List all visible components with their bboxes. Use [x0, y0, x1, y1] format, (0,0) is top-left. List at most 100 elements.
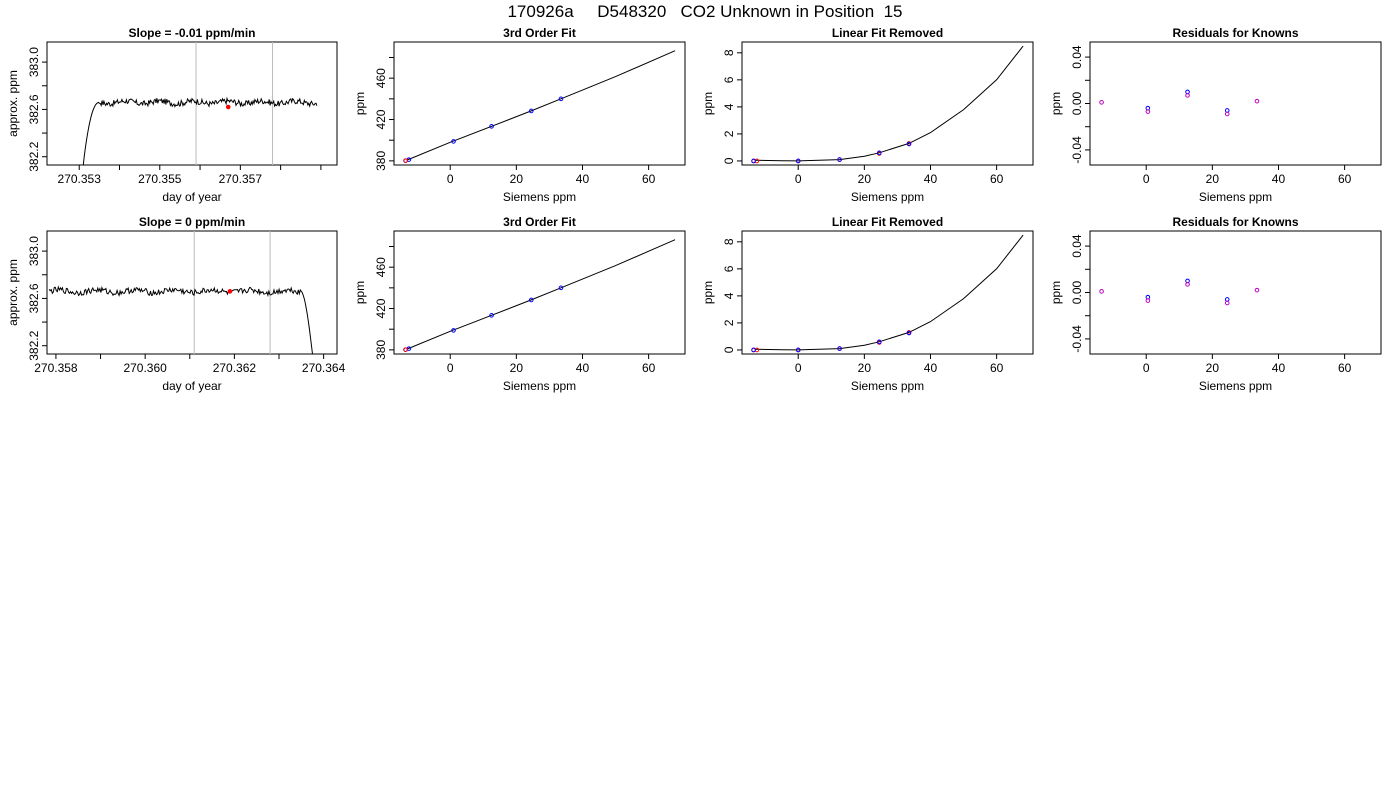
data-point	[558, 96, 564, 102]
plot-area	[403, 50, 676, 163]
x-tick-label: 60	[990, 361, 1004, 375]
y-tick-label: 4	[722, 103, 736, 110]
data-point-blue	[837, 346, 842, 351]
x-tick-label: 270.360	[123, 361, 167, 375]
y-axis-label: approx. ppm	[6, 259, 20, 326]
fit-curve	[407, 50, 676, 161]
data-point	[489, 313, 494, 318]
data-point-blue	[751, 347, 756, 353]
x-axis-label: Siemens ppm	[503, 379, 576, 393]
x-tick-label: 60	[642, 361, 656, 375]
y-tick-label: 0.00	[1070, 280, 1084, 304]
plot-area	[1099, 278, 1260, 306]
data-point-blue	[795, 347, 801, 353]
data-point-blue	[876, 150, 882, 156]
plot-frame	[741, 230, 1034, 355]
panel-r1-fit: 3rd Order Fit 0 20 40 60 380 420 460 Siemens ppm…	[353, 26, 686, 204]
data-point-magenta	[1099, 289, 1104, 294]
y-tick-label: 0.04	[1070, 234, 1084, 258]
panel-title: Linear Fit Removed	[832, 215, 943, 229]
y-tick-label: 4	[722, 292, 736, 299]
x-tick-label: 40	[576, 361, 590, 375]
y-tick-label: 2	[722, 319, 736, 326]
x-tick-label: 40	[924, 361, 938, 375]
y-tick-label: 2	[722, 130, 736, 137]
data-point-magenta	[1145, 298, 1151, 303]
y-axis-label: ppm	[353, 281, 367, 304]
x-tick-label: 20	[1206, 361, 1220, 375]
data-point-red	[403, 158, 408, 163]
x-tick-label: 20	[858, 361, 872, 375]
x-tick-label: 60	[990, 172, 1004, 186]
y-tick-label: 0.04	[1070, 45, 1084, 69]
x-tick-label: 270.357	[219, 172, 263, 186]
panel-title: Residuals for Knowns	[1172, 215, 1298, 229]
plot-frame	[46, 230, 338, 355]
data-marker	[225, 104, 231, 110]
x-tick-label: 0	[795, 172, 802, 186]
y-tick-label: 380	[374, 151, 388, 171]
x-tick-label: 20	[858, 172, 872, 186]
y-tick-label: 6	[722, 265, 736, 272]
x-tick-label: 40	[576, 172, 590, 186]
data-point-magenta	[1099, 100, 1104, 105]
panel-title: Linear Fit Removed	[832, 26, 943, 40]
x-tick-label: 60	[1338, 172, 1352, 186]
fit-curve	[407, 239, 676, 350]
x-tick-label: 40	[1272, 172, 1286, 186]
plot-area	[751, 234, 1024, 353]
series-line	[82, 96, 318, 165]
x-tick-label: 20	[1206, 172, 1220, 186]
plot-area	[48, 231, 313, 354]
data-point-blue	[906, 330, 912, 336]
data-point-magenta	[1224, 111, 1230, 117]
panel-title: Slope = -0.01 ppm/min	[128, 26, 255, 40]
x-axis-label: day of year	[162, 190, 221, 204]
data-point	[451, 328, 456, 333]
x-axis-label: Siemens ppm	[851, 379, 924, 393]
plot-area	[82, 42, 318, 165]
plot-area	[1099, 89, 1260, 117]
panels: Slope = -0.01 ppm/min 270.353 270.355 270.3…	[6, 26, 1382, 393]
data-point	[451, 139, 456, 144]
x-tick-label: 0	[1143, 361, 1150, 375]
x-tick-label: 40	[924, 172, 938, 186]
data-point-magenta	[1254, 287, 1260, 293]
x-axis-label: Siemens ppm	[1199, 379, 1272, 393]
x-axis-label: Siemens ppm	[1199, 190, 1272, 204]
plot-frame	[1089, 230, 1382, 355]
data-point-blue	[837, 157, 842, 162]
y-tick-label: 380	[374, 340, 388, 360]
x-axis-label: Siemens ppm	[851, 190, 924, 204]
y-tick-label: -0.04	[1070, 136, 1084, 164]
x-tick-label: 270.358	[34, 361, 78, 375]
fit-curve	[755, 234, 1024, 351]
x-tick-label: 270.362	[213, 361, 257, 375]
x-tick-label: 0	[447, 361, 454, 375]
data-point-magenta	[1185, 93, 1190, 98]
y-axis-label: ppm	[1049, 92, 1063, 115]
data-point	[489, 124, 494, 129]
figure-title: 170926a D548320 CO2 Unknown in Position …	[507, 2, 902, 21]
data-point-blue	[906, 141, 912, 147]
y-tick-label: 382.2	[27, 330, 41, 360]
y-tick-label: 383.0	[27, 47, 41, 77]
plot-frame	[46, 41, 338, 166]
panel-title: Residuals for Knowns	[1172, 26, 1298, 40]
y-tick-label: 382.6	[27, 94, 41, 124]
y-axis-label: ppm	[353, 92, 367, 115]
data-point-red	[403, 347, 408, 352]
panel-r1-timeseries: Slope = -0.01 ppm/min 270.353 270.355 270.3…	[6, 26, 338, 204]
panel-title: Slope = 0 ppm/min	[139, 215, 245, 229]
plot-area	[403, 239, 676, 352]
y-tick-label: 8	[722, 238, 736, 245]
y-tick-label: 420	[374, 298, 388, 318]
y-tick-label: -0.04	[1070, 325, 1084, 353]
data-point-blue	[876, 339, 882, 345]
y-tick-label: 383.0	[27, 236, 41, 266]
panel-r1-resid: Residuals for Knowns 0 20 40 60 -0.04 0.00 0.04…	[1049, 26, 1382, 204]
plot-area	[751, 45, 1024, 164]
x-tick-label: 0	[1143, 172, 1150, 186]
y-axis-label: approx. ppm	[6, 70, 20, 137]
